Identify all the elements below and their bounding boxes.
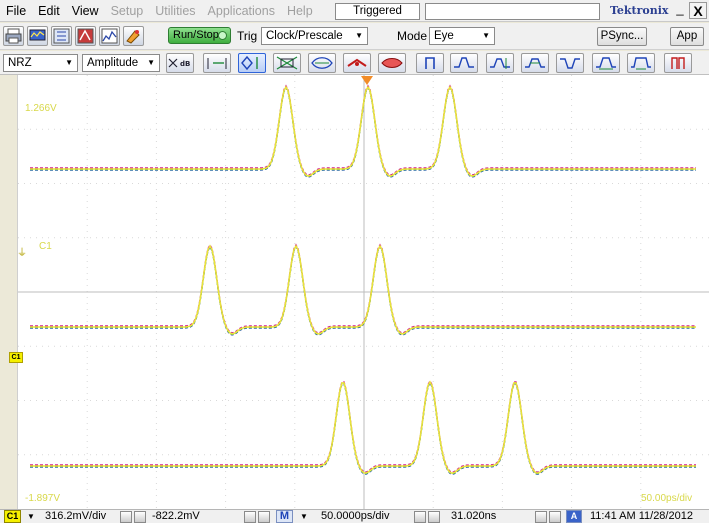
eye-red-icon[interactable] — [378, 53, 406, 73]
chevron-down-icon[interactable]: ▼ — [300, 512, 308, 521]
run-led-icon — [218, 31, 227, 40]
mask-test-icon[interactable] — [75, 26, 96, 46]
menu-view[interactable]: View — [71, 3, 99, 18]
waveform-trace-middle — [30, 245, 696, 336]
coding-value: NRZ — [8, 57, 32, 69]
measurement-value: Amplitude — [87, 57, 139, 69]
wide-pulse-icon[interactable] — [627, 53, 655, 73]
app-button[interactable]: App — [670, 27, 704, 46]
horizontal-delay: 31.020ns — [451, 510, 497, 522]
waveform-trace-top — [30, 86, 696, 178]
trigger-source-value: Clock/Prescale — [266, 30, 343, 42]
pulse-icon[interactable] — [556, 53, 584, 73]
print-icon[interactable] — [3, 26, 24, 46]
menu-utilities[interactable]: Utilities — [155, 3, 196, 18]
minimize-button[interactable]: _ — [676, 1, 684, 16]
status-bar: C1 ▼ 316.2mV/div -822.2mV M ▼ 50.0000ps/… — [0, 509, 709, 523]
spin-icon[interactable] — [428, 511, 440, 523]
measurement-icon[interactable] — [51, 26, 72, 46]
waveform-trace-top — [30, 85, 696, 177]
chevron-down-icon: ▼ — [482, 31, 490, 40]
ground-marker-icon: ⏚ — [17, 248, 27, 259]
menu-setup[interactable]: Setup — [110, 3, 144, 18]
status-message-box — [425, 3, 600, 20]
trig-label: Trig — [237, 29, 258, 43]
spin-icon[interactable] — [549, 511, 561, 523]
run-stop-button[interactable]: Run/Stop — [168, 27, 231, 44]
menu-help[interactable]: Help — [286, 3, 313, 18]
mask-icon[interactable] — [664, 53, 692, 73]
spin-icon[interactable] — [258, 511, 270, 523]
spin-icon[interactable] — [134, 511, 146, 523]
run-stop-label: Run/Stop — [173, 29, 219, 41]
mode-value: Eye — [434, 30, 454, 42]
channel-indicator[interactable]: C1 — [4, 510, 21, 523]
waveform-plot — [18, 75, 709, 509]
time-per-div: 50.0000ps/div — [321, 510, 390, 522]
square-pulse-icon[interactable] — [416, 53, 444, 73]
histogram-icon[interactable] — [99, 26, 120, 46]
main-toolbar: Run/Stop Trig Clock/Prescale ▼ Mode Eye … — [0, 23, 709, 50]
date-time: 11:41 AM 11/28/2012 — [590, 510, 693, 522]
psync-button[interactable]: PSync... — [597, 27, 647, 46]
brand-logo: Tektronix — [610, 4, 669, 17]
crossing-icon[interactable] — [486, 53, 514, 73]
falling-edge-icon[interactable] — [592, 53, 620, 73]
acquisition-status: Triggered — [335, 3, 420, 20]
bottom-level-label: -1.897V — [25, 493, 61, 504]
bandwidth-icon[interactable] — [203, 53, 231, 73]
waveform-trace-bottom — [30, 381, 696, 475]
chevron-down-icon[interactable]: ▼ — [27, 512, 35, 521]
chevron-down-icon: ▼ — [65, 58, 73, 67]
waveform-trace-bottom — [30, 381, 696, 475]
waveform-trace-top — [30, 84, 696, 176]
trigger-source-select[interactable]: Clock/Prescale ▼ — [261, 27, 368, 45]
coding-select[interactable]: NRZ ▼ — [3, 54, 78, 72]
math-indicator[interactable]: M — [276, 510, 293, 523]
volts-per-div: 316.2mV/div — [45, 510, 107, 522]
trigger-mode-icon[interactable]: A — [566, 510, 582, 523]
menu-edit[interactable]: Edit — [38, 3, 60, 18]
close-button[interactable]: X — [689, 2, 707, 19]
chevron-down-icon: ▼ — [355, 31, 363, 40]
timebase-label: 50.00ps/div — [641, 493, 693, 504]
channel-marker[interactable]: C1 — [9, 352, 23, 363]
autoset-icon[interactable] — [123, 26, 144, 46]
offset-value: -822.2mV — [152, 510, 200, 522]
eye-cross-icon[interactable] — [273, 53, 301, 73]
calculator-icon[interactable] — [414, 511, 426, 523]
waveform-trace-top — [30, 86, 696, 178]
channel-label: C1 — [39, 241, 52, 252]
calculator-icon[interactable] — [120, 511, 132, 523]
waveform-trace-middle — [30, 243, 696, 334]
eye-width-icon[interactable] — [308, 53, 336, 73]
calculator-icon[interactable] — [244, 511, 256, 523]
eye-diagram-icon[interactable] — [238, 53, 266, 73]
menu-file[interactable]: File — [6, 3, 27, 18]
eye-opening-icon[interactable] — [521, 53, 549, 73]
waveform-trace-bottom — [30, 380, 696, 475]
menu-applications[interactable]: Applications — [207, 3, 275, 18]
waveform-display[interactable] — [17, 75, 709, 509]
display-icon[interactable] — [27, 26, 48, 46]
measurement-toolbar: NRZ ▼ Amplitude ▼ dB — [0, 51, 709, 75]
chevron-down-icon: ▼ — [147, 58, 155, 67]
calculator-icon[interactable] — [535, 511, 547, 523]
measurement-select[interactable]: Amplitude ▼ — [82, 54, 160, 72]
eye-edge-icon[interactable] — [343, 53, 371, 73]
svg-text:dB: dB — [180, 60, 190, 68]
waveform-trace-middle — [30, 244, 696, 335]
waveform-trace-bottom — [30, 379, 696, 473]
top-level-label: 1.266V — [25, 103, 57, 114]
db-icon[interactable]: dB — [166, 53, 194, 73]
rising-edge-icon[interactable] — [450, 53, 478, 73]
mode-label: Mode — [397, 29, 428, 43]
trigger-position-marker[interactable] — [361, 76, 373, 85]
mode-select[interactable]: Eye ▼ — [429, 27, 495, 45]
